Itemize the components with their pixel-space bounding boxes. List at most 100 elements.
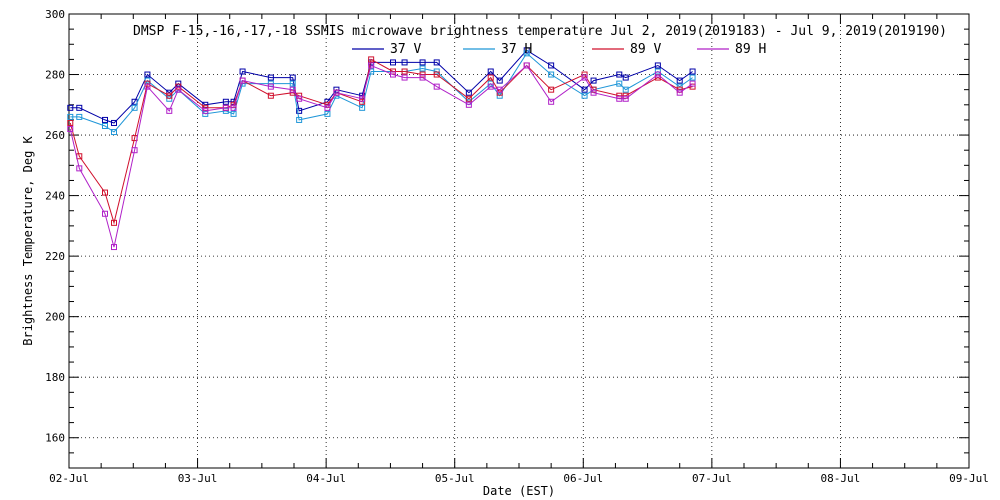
data-point-37-v [496,77,503,84]
data-point-89-h [239,77,246,84]
y-tick-label: 260 [45,129,65,142]
data-point-89-v [111,219,117,226]
data-point-37-v [465,89,472,96]
data-point-37-h [76,113,83,120]
data-point-89-h [581,74,588,81]
data-point-37-v [616,71,623,78]
data-point-89-h [419,74,426,81]
data-point-37-v [289,74,296,81]
data-point-89-h [144,83,151,90]
series-line-89-h [69,64,693,248]
data-point-37-v [433,59,440,66]
data-point-37-v [296,107,303,114]
data-point-37-v [581,86,588,93]
data-point-89-h [166,107,173,114]
data-point-37-v [654,62,661,69]
data-point-89-h [548,98,555,105]
data-point-89-h [590,89,597,96]
data-point-37-h [581,92,588,99]
data-point-37-v [67,104,74,111]
data-point-37-h [616,80,623,87]
y-tick-label: 240 [45,190,65,203]
data-point-89-v [419,71,426,78]
data-point-89-v [359,98,366,105]
data-point-89-h [622,95,629,102]
data-point-89-v [267,92,274,99]
y-tick-label: 220 [45,250,65,263]
data-point-89-v [102,189,108,196]
data-point-37-v [689,68,696,75]
data-point-89-h [433,83,440,90]
x-tick-label: 06-Jul [563,472,603,485]
data-point-37-v [267,74,274,81]
data-point-37-h [324,110,331,117]
series-lines [67,47,696,251]
data-point-37-v [76,104,83,111]
legend-label-37-v: 37 V [390,42,421,57]
data-point-89-h [267,83,274,90]
legend-label-89-v: 89 V [630,42,661,57]
data-point-37-v [111,119,117,126]
data-point-89-h [296,95,303,102]
data-point-89-h [230,104,237,111]
data-point-89-v [166,92,173,99]
data-point-89-h [359,95,366,102]
data-point-89-h [368,62,375,69]
data-point-37-v [333,86,340,93]
legend-label-37-h: 37 H [501,42,532,57]
data-point-89-h [523,62,530,69]
data-point-37-v [144,71,151,78]
data-point-89-v [401,68,408,75]
x-tick-label: 07-Jul [692,472,732,485]
data-point-37-h [523,50,530,57]
series-line-89-v [69,58,693,225]
data-point-89-v [487,74,494,81]
x-tick-label: 02-Jul [49,472,89,485]
data-point-37-h [296,116,303,123]
data-point-37-v [239,68,246,75]
x-axis-title: Date (EST) [483,484,555,498]
data-point-89-h [689,80,696,87]
data-point-89-h [616,95,623,102]
data-point-89-h [676,89,683,96]
x-tick-label: 03-Jul [178,472,218,485]
data-point-37-h [111,129,117,136]
data-point-89-h [111,244,117,251]
data-point-89-h [465,101,472,108]
y-tick-label: 180 [45,371,65,384]
data-point-89-h [131,147,138,154]
x-tick-label: 09-Jul [949,472,989,485]
data-point-89-h [102,210,108,217]
data-point-89-v [433,71,440,78]
data-point-37-v [401,59,408,66]
data-point-37-h [102,122,108,129]
y-tick-label: 200 [45,311,65,324]
data-point-89-h [654,71,661,78]
legend: 37 V 37 H 89 V 89 H [352,42,766,57]
data-point-89-h [222,104,229,111]
data-point-89-h [76,165,83,172]
data-point-37-v [676,77,683,84]
data-point-37-v [102,116,108,123]
data-point-37-h [359,104,366,111]
data-point-37-h [548,71,555,78]
data-point-89-h [333,89,340,96]
data-point-37-h [419,65,426,72]
grid-lines [69,14,969,468]
data-point-89-v [67,119,74,126]
data-point-37-v [622,74,629,81]
data-point-37-v [548,62,555,69]
data-point-89-h [175,86,182,93]
data-point-89-h [289,86,296,93]
data-point-89-h [324,104,331,111]
data-point-37-h [222,107,229,114]
data-point-37-v [419,59,426,66]
y-tick-label: 280 [45,69,65,82]
series-line-37-v [70,49,693,124]
data-point-37-h [689,74,696,81]
data-point-37-h [131,104,138,111]
x-tick-label: 08-Jul [821,472,861,485]
y-tick-label: 300 [45,8,65,21]
data-point-37-v [222,98,229,105]
